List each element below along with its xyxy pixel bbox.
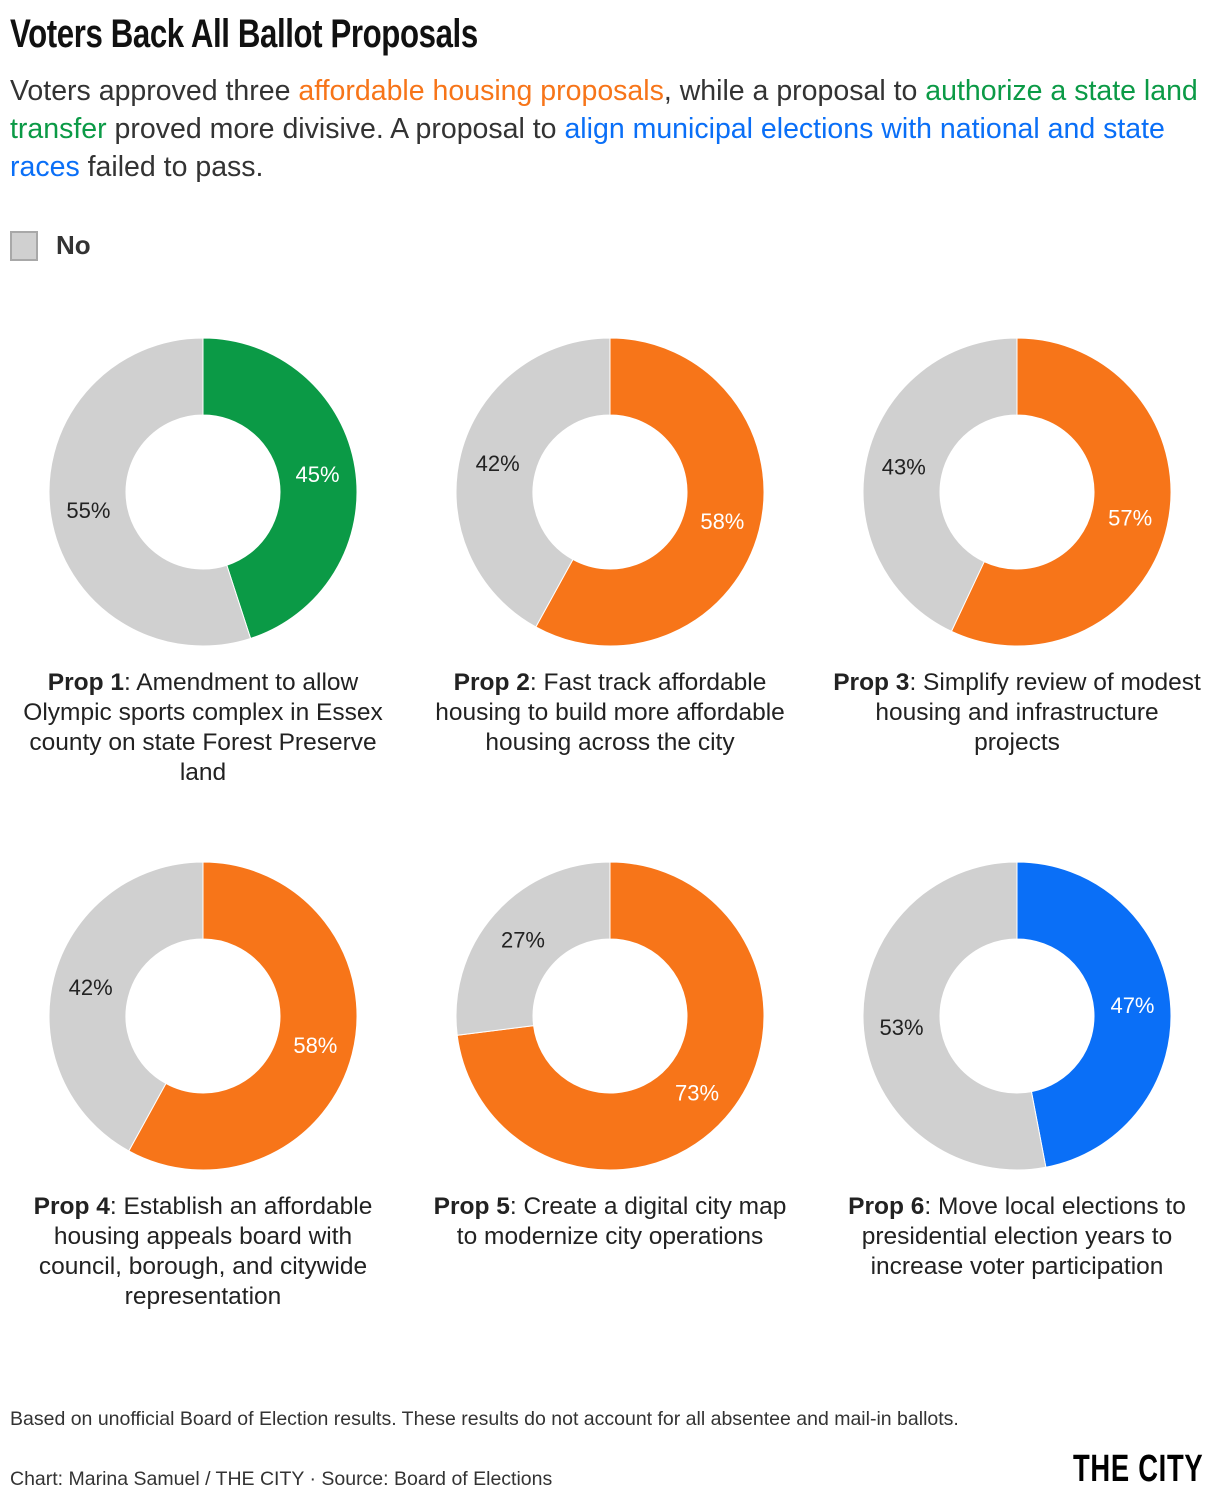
yes-label: 47% bbox=[1110, 993, 1154, 1018]
prop-text: : Create a digital city map to modernize… bbox=[456, 1193, 787, 1250]
yes-slice bbox=[1016, 861, 1172, 1168]
yes-label: 73% bbox=[675, 1081, 719, 1106]
subtitle-segment: authorize a state land transfer bbox=[10, 75, 1198, 145]
prop-name: Prop 6 bbox=[848, 1193, 925, 1220]
credit-line: Chart: Marina Samuel / THE CITY · Source… bbox=[10, 1468, 553, 1490]
prop-text: : Move local elections to presidential e… bbox=[861, 1193, 1186, 1280]
subtitle-segment: Voters approved three bbox=[10, 75, 299, 107]
footnote: Based on unofficial Board of Election re… bbox=[10, 1408, 959, 1430]
subtitle-segment: failed to pass. bbox=[79, 151, 264, 183]
donut-5: 73% 27% bbox=[455, 861, 765, 1171]
prop-name: Prop 4 bbox=[33, 1193, 110, 1220]
chart-title: Voters Back All Ballot Proposals bbox=[10, 12, 478, 56]
no-label: 55% bbox=[66, 498, 110, 523]
prop-text: : Establish an affordable housing appeal… bbox=[38, 1193, 373, 1310]
yes-label: 57% bbox=[1108, 505, 1152, 530]
donut-4: 58% 42% bbox=[48, 861, 358, 1171]
yes-label: 45% bbox=[296, 462, 340, 487]
subtitle-segment: proved more divisive. A proposal to bbox=[106, 113, 565, 145]
no-label: 42% bbox=[69, 975, 113, 1000]
no-label: 43% bbox=[882, 455, 926, 480]
no-label: 53% bbox=[879, 1015, 923, 1040]
prop-name: Prop 3 bbox=[833, 669, 910, 696]
subtitle-segment: , while a proposal to bbox=[663, 75, 926, 107]
yes-slice bbox=[202, 337, 358, 640]
prop-description: Prop 6: Move local elections to presiden… bbox=[832, 1192, 1202, 1282]
prop-name: Prop 5 bbox=[433, 1193, 510, 1220]
legend: No bbox=[10, 230, 91, 261]
prop-text: : Fast track affordable housing to build… bbox=[435, 669, 785, 756]
the-city-logo: THE CITY bbox=[1073, 1448, 1204, 1490]
yes-slice bbox=[950, 337, 1172, 647]
legend-swatch-no bbox=[10, 230, 38, 261]
prop-name: Prop 1 bbox=[47, 669, 124, 696]
prop-description: Prop 2: Fast track affordable housing to… bbox=[425, 668, 795, 758]
subtitle-segment: affordable housing proposals bbox=[298, 75, 664, 107]
no-slice bbox=[48, 861, 204, 1152]
prop-name: Prop 2 bbox=[453, 669, 530, 696]
yes-slice bbox=[128, 861, 358, 1171]
no-label: 42% bbox=[476, 451, 520, 476]
no-slice bbox=[862, 861, 1047, 1171]
no-slice bbox=[862, 337, 1018, 633]
yes-slice bbox=[535, 337, 765, 647]
no-slice bbox=[48, 337, 252, 647]
prop-description: Prop 3: Simplify review of modest housin… bbox=[832, 668, 1202, 758]
subtitle-segment: align municipal elections with national … bbox=[10, 113, 1165, 183]
prop-description: Prop 4: Establish an affordable housing … bbox=[18, 1192, 388, 1312]
chart-subtitle: Voters approved three affordable housing… bbox=[10, 72, 1215, 186]
donut-6: 47% 53% bbox=[862, 861, 1172, 1171]
no-slice bbox=[455, 861, 611, 1036]
legend-label-no: No bbox=[56, 230, 91, 260]
donut-3: 57% 43% bbox=[862, 337, 1172, 647]
yes-label: 58% bbox=[293, 1033, 337, 1058]
prop-description: Prop 5: Create a digital city map to mod… bbox=[425, 1192, 795, 1252]
prop-text: : Simplify review of modest housing and … bbox=[875, 669, 1201, 756]
donut-2: 58% 42% bbox=[455, 337, 765, 647]
no-slice bbox=[455, 337, 611, 628]
yes-label: 58% bbox=[700, 509, 744, 534]
no-label: 27% bbox=[501, 927, 545, 952]
prop-text: : Amendment to allow Olympic sports comp… bbox=[23, 669, 383, 786]
yes-slice bbox=[456, 861, 765, 1171]
donut-1: 45% 55% bbox=[48, 337, 358, 647]
prop-description: Prop 1: Amendment to allow Olympic sport… bbox=[18, 668, 388, 788]
